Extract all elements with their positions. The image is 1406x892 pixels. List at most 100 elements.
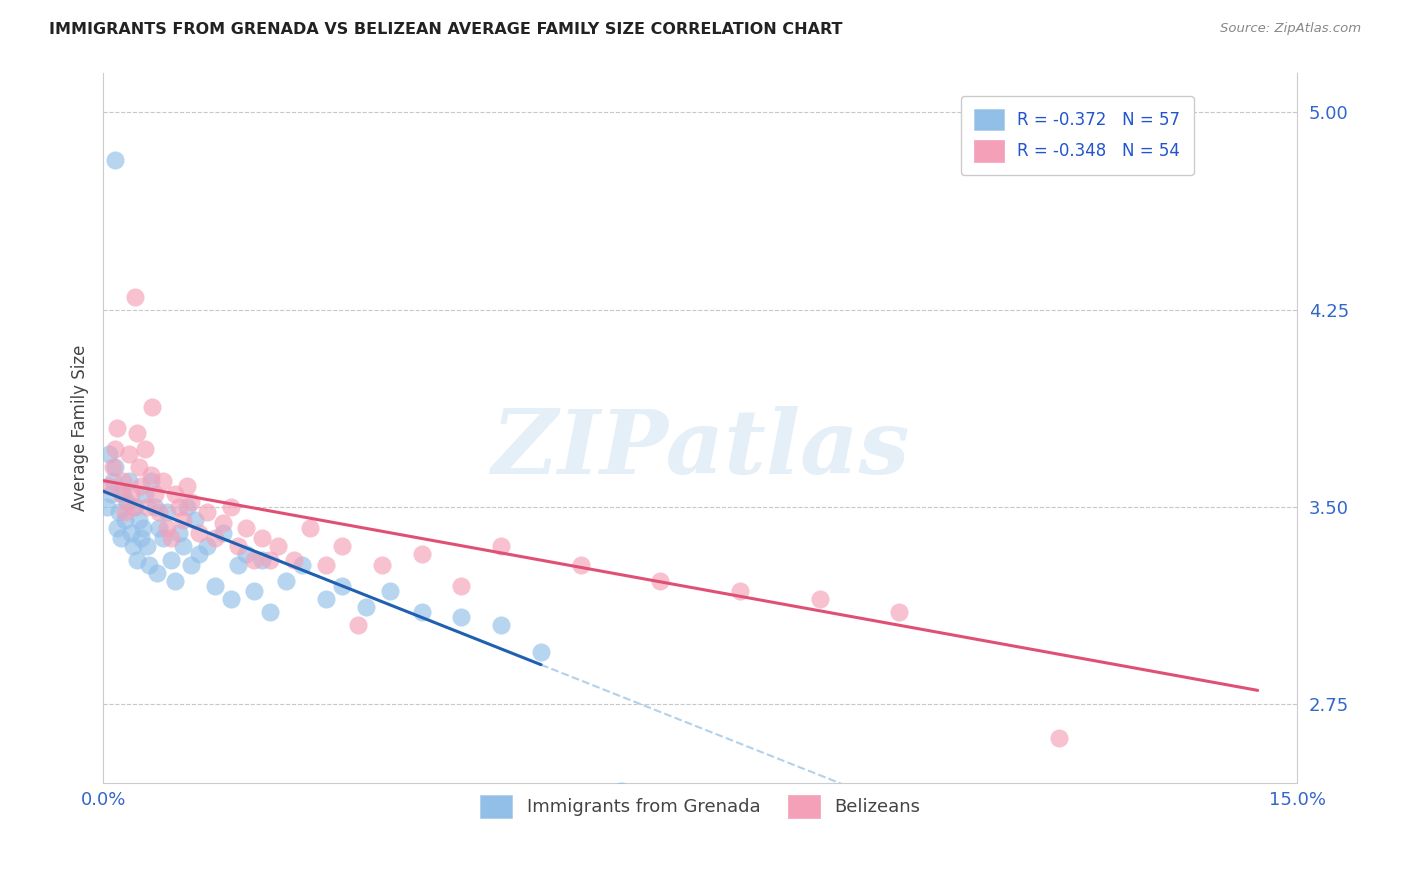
Point xyxy=(156,505,179,519)
Point xyxy=(609,784,631,798)
Point xyxy=(180,494,202,508)
Point xyxy=(172,540,194,554)
Point xyxy=(104,153,127,167)
Point xyxy=(204,579,226,593)
Point xyxy=(259,552,281,566)
Point xyxy=(211,526,233,541)
Point xyxy=(104,442,127,456)
Point xyxy=(299,521,322,535)
Point xyxy=(134,487,156,501)
Point xyxy=(1047,731,1070,746)
Point xyxy=(252,552,274,566)
Point xyxy=(228,540,250,554)
Point xyxy=(117,447,139,461)
Point xyxy=(180,558,202,572)
Point xyxy=(167,500,190,514)
Point xyxy=(124,289,146,303)
Point xyxy=(107,421,129,435)
Point xyxy=(411,605,433,619)
Point xyxy=(267,540,290,554)
Point xyxy=(371,558,394,572)
Point xyxy=(411,547,433,561)
Point xyxy=(108,505,131,519)
Point xyxy=(107,521,129,535)
Point xyxy=(159,532,181,546)
Point xyxy=(148,521,170,535)
Point xyxy=(330,579,353,593)
Point xyxy=(143,500,166,514)
Point xyxy=(276,574,298,588)
Point xyxy=(489,618,512,632)
Point xyxy=(134,442,156,456)
Point xyxy=(569,558,592,572)
Point xyxy=(347,618,370,632)
Point xyxy=(152,532,174,546)
Text: Source: ZipAtlas.com: Source: ZipAtlas.com xyxy=(1220,22,1361,36)
Point xyxy=(650,574,672,588)
Point xyxy=(176,479,198,493)
Point xyxy=(152,474,174,488)
Point xyxy=(330,540,353,554)
Point xyxy=(141,400,163,414)
Point xyxy=(104,460,127,475)
Point xyxy=(176,500,198,514)
Point xyxy=(128,513,150,527)
Point xyxy=(148,505,170,519)
Point xyxy=(146,566,169,580)
Point xyxy=(183,513,205,527)
Point xyxy=(114,513,136,527)
Point xyxy=(100,487,122,501)
Point xyxy=(283,552,305,566)
Point xyxy=(228,558,250,572)
Point xyxy=(728,584,751,599)
Point xyxy=(808,591,831,606)
Point xyxy=(204,532,226,546)
Point xyxy=(132,521,155,535)
Y-axis label: Average Family Size: Average Family Size xyxy=(72,345,89,511)
Point xyxy=(530,644,553,658)
Point xyxy=(291,558,314,572)
Point xyxy=(143,487,166,501)
Point xyxy=(156,521,179,535)
Point xyxy=(252,532,274,546)
Point xyxy=(131,479,153,493)
Point xyxy=(243,584,266,599)
Point xyxy=(211,516,233,530)
Point xyxy=(243,552,266,566)
Point xyxy=(131,532,153,546)
Point xyxy=(195,505,218,519)
Point xyxy=(101,460,124,475)
Point xyxy=(112,487,135,501)
Text: ZIPatlas: ZIPatlas xyxy=(492,406,910,492)
Point xyxy=(124,500,146,514)
Point xyxy=(195,540,218,554)
Point xyxy=(117,474,139,488)
Point xyxy=(122,540,145,554)
Point xyxy=(172,513,194,527)
Point xyxy=(378,584,401,599)
Point xyxy=(110,487,132,501)
Point xyxy=(120,487,142,501)
Point xyxy=(167,526,190,541)
Point xyxy=(235,547,257,561)
Point xyxy=(112,474,135,488)
Point xyxy=(889,605,911,619)
Point xyxy=(139,468,162,483)
Point xyxy=(219,591,242,606)
Point xyxy=(163,574,186,588)
Point xyxy=(125,426,148,441)
Point xyxy=(114,505,136,519)
Text: IMMIGRANTS FROM GRENADA VS BELIZEAN AVERAGE FAMILY SIZE CORRELATION CHART: IMMIGRANTS FROM GRENADA VS BELIZEAN AVER… xyxy=(49,22,842,37)
Point xyxy=(187,526,209,541)
Point xyxy=(120,526,142,541)
Point xyxy=(159,552,181,566)
Point xyxy=(139,474,162,488)
Point xyxy=(128,460,150,475)
Point xyxy=(235,521,257,535)
Point xyxy=(110,532,132,546)
Point xyxy=(219,500,242,514)
Point xyxy=(315,558,337,572)
Point xyxy=(96,500,118,514)
Point xyxy=(98,447,121,461)
Point xyxy=(450,610,472,624)
